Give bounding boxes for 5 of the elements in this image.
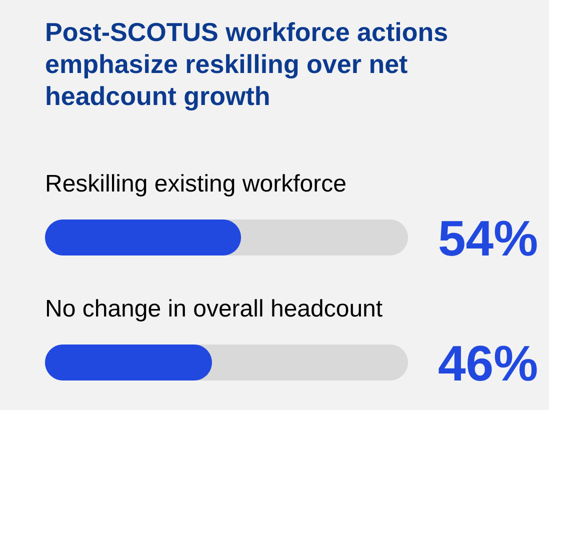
data-label: 54% — [438, 210, 538, 266]
y-tick-label: Reskilling existing workforce — [45, 170, 346, 198]
chart-title: Post-SCOTUS workforce actions emphasize reskilling over net headcount growth — [45, 17, 448, 111]
data-label: 46% — [438, 336, 538, 392]
y-tick-label: No change in overall headcount — [45, 296, 383, 322]
